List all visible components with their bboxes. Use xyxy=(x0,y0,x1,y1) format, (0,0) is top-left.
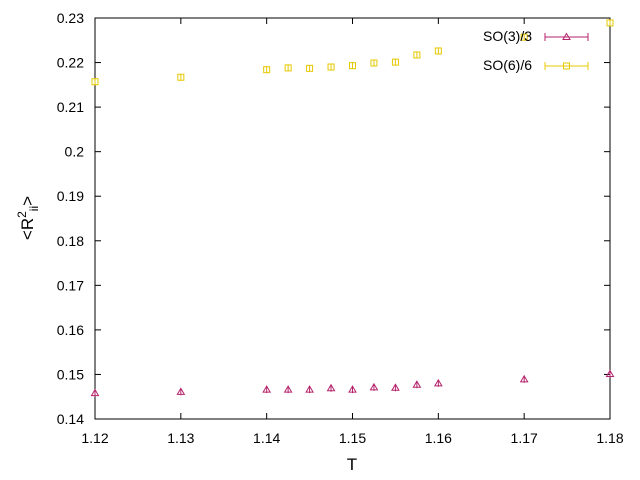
axis-ticks xyxy=(94,17,611,420)
point-s0-12 xyxy=(605,369,615,377)
point-s1-8 xyxy=(391,58,399,66)
legend: SO(3)/3 SO(6)/6 xyxy=(483,28,589,73)
point-s1-9 xyxy=(413,51,421,59)
point-s0-7 xyxy=(369,382,379,391)
plot-frame xyxy=(94,17,611,420)
point-s0-8 xyxy=(391,383,400,391)
y-axis-title-close: > xyxy=(18,196,37,206)
point-s1-12 xyxy=(606,19,614,27)
point-s0-3 xyxy=(283,385,293,393)
x-tick-label-0: 1.12 xyxy=(81,430,108,446)
y-tick-label-5: 0.19 xyxy=(57,188,84,204)
legend-marker-0 xyxy=(562,32,571,40)
x-tick-label-6: 1.18 xyxy=(596,430,623,446)
y-tick-label-9: 0.23 xyxy=(57,10,84,26)
axis-tick-labels: 1.12 1.13 1.14 1.15 1.16 1.17 1.18 0.14 0.15 0.16… xyxy=(57,10,624,446)
y-tick-label-0: 0.14 xyxy=(57,411,84,427)
y-tick-label-6: 0.2 xyxy=(65,144,85,160)
y-tick-label-3: 0.17 xyxy=(57,277,84,293)
point-s1-5 xyxy=(327,63,335,71)
point-s0-4 xyxy=(305,385,314,393)
y-tick-label-8: 0.22 xyxy=(57,55,84,71)
legend-marker-1 xyxy=(563,62,570,70)
point-s0-6 xyxy=(348,385,357,393)
point-s1-0 xyxy=(91,78,99,86)
x-tick-label-1: 1.13 xyxy=(167,430,194,446)
data-points xyxy=(90,19,615,397)
point-s1-4 xyxy=(306,64,314,72)
point-s1-11 xyxy=(520,33,528,41)
y-tick-label-1: 0.15 xyxy=(57,366,84,382)
point-s0-11 xyxy=(519,374,529,383)
y-tick-label-4: 0.18 xyxy=(57,233,84,249)
legend-label-1: SO(6)/6 xyxy=(483,57,532,73)
y-tick-label-7: 0.21 xyxy=(57,99,84,115)
x-tick-label-2: 1.14 xyxy=(253,430,280,446)
x-axis-title: T xyxy=(347,455,357,474)
point-s1-7 xyxy=(370,59,378,67)
point-s1-1 xyxy=(177,73,185,81)
y-axis-title: <R2ii> xyxy=(15,196,41,240)
point-s0-2 xyxy=(262,385,272,393)
point-s0-0 xyxy=(90,388,100,397)
x-tick-label-5: 1.17 xyxy=(511,430,538,446)
y-axis-title-base: <R xyxy=(18,218,37,240)
x-tick-label-4: 1.16 xyxy=(425,430,452,446)
point-s1-6 xyxy=(349,62,356,70)
y-axis-title-sub: ii xyxy=(27,206,41,211)
point-s1-2 xyxy=(263,66,271,74)
x-tick-label-3: 1.15 xyxy=(339,430,366,446)
point-s0-10 xyxy=(433,378,443,387)
y-axis-title-sup: 2 xyxy=(15,211,29,218)
point-s0-1 xyxy=(176,387,186,395)
point-s1-3 xyxy=(284,64,292,72)
point-s0-9 xyxy=(412,380,422,388)
point-s0-5 xyxy=(326,383,336,392)
point-s1-10 xyxy=(434,47,442,55)
y-tick-label-2: 0.16 xyxy=(57,322,84,338)
legend-label-0: SO(3)/3 xyxy=(483,28,532,44)
